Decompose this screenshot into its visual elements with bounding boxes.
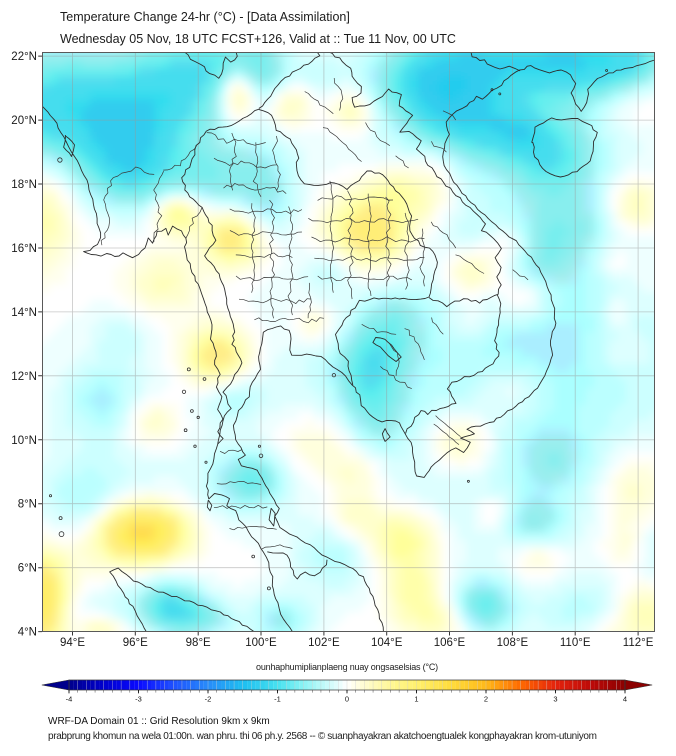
svg-text:100°E: 100°E [245,637,277,649]
svg-text:94°E: 94°E [60,637,85,649]
svg-text:98°E: 98°E [186,637,211,649]
svg-text:22°N: 22°N [11,51,37,63]
svg-text:4: 4 [623,695,627,704]
svg-text:104°E: 104°E [371,637,403,649]
svg-text:96°E: 96°E [123,637,148,649]
svg-text:110°E: 110°E [560,637,591,649]
svg-text:108°E: 108°E [497,637,529,649]
svg-text:-1: -1 [274,695,281,704]
svg-text:3: 3 [553,695,557,704]
svg-text:16°N: 16°N [11,243,37,255]
svg-text:14°N: 14°N [11,307,37,319]
svg-text:20°N: 20°N [11,115,37,127]
svg-text:1: 1 [414,695,418,704]
svg-text:6°N: 6°N [18,563,37,575]
svg-text:10°N: 10°N [11,435,37,447]
svg-text:12°N: 12°N [11,371,37,383]
svg-text:2: 2 [484,695,488,704]
svg-text:106°E: 106°E [434,637,466,649]
svg-text:0: 0 [345,695,349,704]
svg-text:4°N: 4°N [18,627,37,639]
svg-text:18°N: 18°N [11,179,37,191]
svg-text:-3: -3 [135,695,142,704]
svg-text:-2: -2 [205,695,212,704]
svg-text:102°E: 102°E [308,637,340,649]
svg-text:-4: -4 [66,695,73,704]
svg-text:8°N: 8°N [18,499,37,511]
svg-text:112°E: 112°E [623,637,654,649]
